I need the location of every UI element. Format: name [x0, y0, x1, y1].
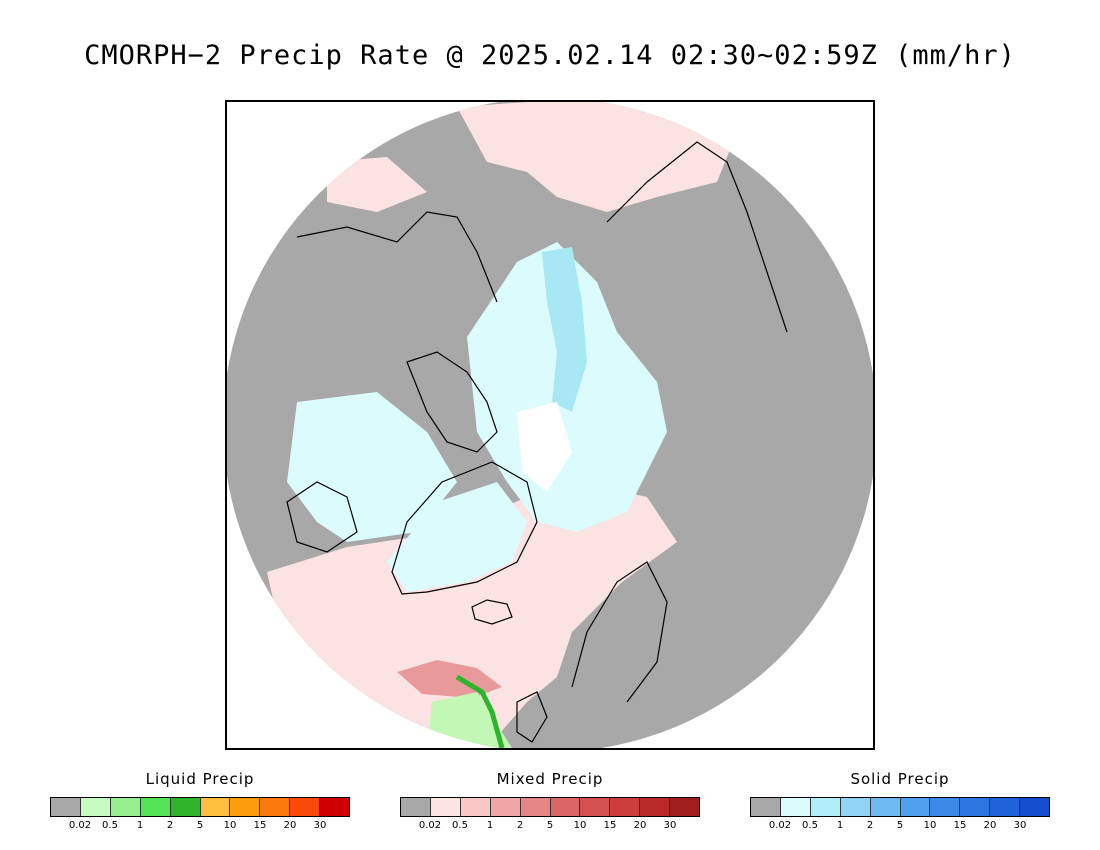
legend-tick-label: 1: [836, 820, 844, 831]
coastline-alaska: [296, 211, 498, 303]
legend-ticks: 0.02 0.5 1 2 5 10 15 20 30: [400, 820, 700, 834]
legend-tick-label: 1: [136, 820, 144, 831]
legend-tick-label: 20: [983, 820, 997, 831]
legend-swatches: [750, 797, 1050, 817]
legend-liquid: Liquid Precip 0.02 0.5 1 2 5 10 15 20 30: [50, 770, 350, 834]
legend-tick-label: 15: [253, 820, 267, 831]
legend-swatch: [140, 798, 171, 816]
legend-ticks: 0.02 0.5 1 2 5 10 15 20 30: [750, 820, 1050, 834]
legend-swatch: [930, 798, 961, 816]
legend-tick-label: 0.5: [102, 820, 118, 831]
mixed-precip-region-pacific: [457, 102, 737, 212]
legend-swatch: [170, 798, 201, 816]
legend-tick-label: 10: [573, 820, 587, 831]
legend-swatch: [610, 798, 641, 816]
legend-swatch: [80, 798, 111, 816]
solid-precip-greenland: [387, 482, 527, 592]
legend-ticks: 0.02 0.5 1 2 5 10 15 20 30: [50, 820, 350, 834]
coastline-canadian-archipelago: [406, 351, 498, 453]
legend-solid: Solid Precip 0.02 0.5 1 2 5 10 15 20 30: [750, 770, 1050, 834]
coastline-hudson-bay: [286, 481, 358, 553]
legend-swatch: [230, 798, 261, 816]
solid-precip-band: [542, 247, 587, 412]
polar-precip-map: [225, 100, 875, 750]
legend-swatch: [460, 798, 491, 816]
legend-tick-label: 2: [516, 820, 524, 831]
legend-swatch: [900, 798, 931, 816]
legend-swatch: [810, 798, 841, 816]
liquid-precip-front: [455, 674, 505, 748]
legend-swatch: [640, 798, 671, 816]
legend-tick-label: 5: [546, 820, 554, 831]
legend-tick-label: 0.5: [452, 820, 468, 831]
legend-swatch: [550, 798, 581, 816]
legend-tick-label: 0.02: [68, 820, 92, 831]
legend-swatch: [870, 798, 901, 816]
legend-swatch: [200, 798, 231, 816]
coastlines: [286, 141, 788, 743]
legend-swatch: [990, 798, 1021, 816]
mixed-precip-region-alaska: [327, 157, 427, 212]
legend-swatch: [290, 798, 321, 816]
legend-swatch: [520, 798, 551, 816]
legend-swatch: [780, 798, 811, 816]
legend-tick-label: 0.02: [768, 820, 792, 831]
legend-tick-label: 1: [486, 820, 494, 831]
chart-title: CMORPH−2 Precip Rate @ 2025.02.14 02:30~…: [84, 40, 1016, 71]
legend-swatch: [580, 798, 611, 816]
legend-swatch: [430, 798, 461, 816]
legend-swatch: [260, 798, 291, 816]
legend-title: Liquid Precip: [145, 770, 255, 788]
coastline-greenland: [391, 461, 538, 595]
legend-tick-label: 0.5: [802, 820, 818, 831]
liquid-precip-region: [427, 692, 512, 748]
legend-tick-label: 15: [603, 820, 617, 831]
legend-swatch: [320, 798, 350, 816]
legend-swatches: [400, 797, 700, 817]
legend-tick-label: 2: [866, 820, 874, 831]
legend-mixed: Mixed Precip 0.02 0.5 1 2 5 10 15 20 30: [400, 770, 700, 834]
legend-tick-label: 5: [896, 820, 904, 831]
legend-swatch: [401, 798, 431, 816]
legend-tick-label: 10: [223, 820, 237, 831]
legend-swatch: [751, 798, 781, 816]
coastline-siberia: [606, 141, 788, 333]
coastline-britain: [516, 691, 548, 743]
snow-white-core: [517, 402, 572, 492]
legend-tick-label: 30: [663, 820, 677, 831]
mixed-precip-region-atlantic: [267, 482, 677, 748]
legend-tick-label: 15: [953, 820, 967, 831]
coastline-iceland: [471, 599, 513, 625]
map-svg: [227, 102, 873, 748]
legend-tick-label: 30: [313, 820, 327, 831]
legend-swatch: [670, 798, 700, 816]
legend-tick-label: 5: [196, 820, 204, 831]
legend-tick-label: 2: [166, 820, 174, 831]
legend-swatch: [840, 798, 871, 816]
legend-swatch: [490, 798, 521, 816]
legend-swatch: [51, 798, 81, 816]
legend-tick-label: 30: [1013, 820, 1027, 831]
legend-swatch: [110, 798, 141, 816]
solid-precip-canada: [287, 392, 457, 542]
legend-title: Solid Precip: [850, 770, 950, 788]
legend-tick-label: 20: [633, 820, 647, 831]
legend-tick-label: 20: [283, 820, 297, 831]
legend-title: Mixed Precip: [496, 770, 604, 788]
coastline-scandinavia: [571, 561, 668, 703]
legend-tick-label: 0.02: [418, 820, 442, 831]
legend-swatches: [50, 797, 350, 817]
legend-swatch: [960, 798, 991, 816]
legend-swatch: [1020, 798, 1050, 816]
legend-tick-label: 10: [923, 820, 937, 831]
